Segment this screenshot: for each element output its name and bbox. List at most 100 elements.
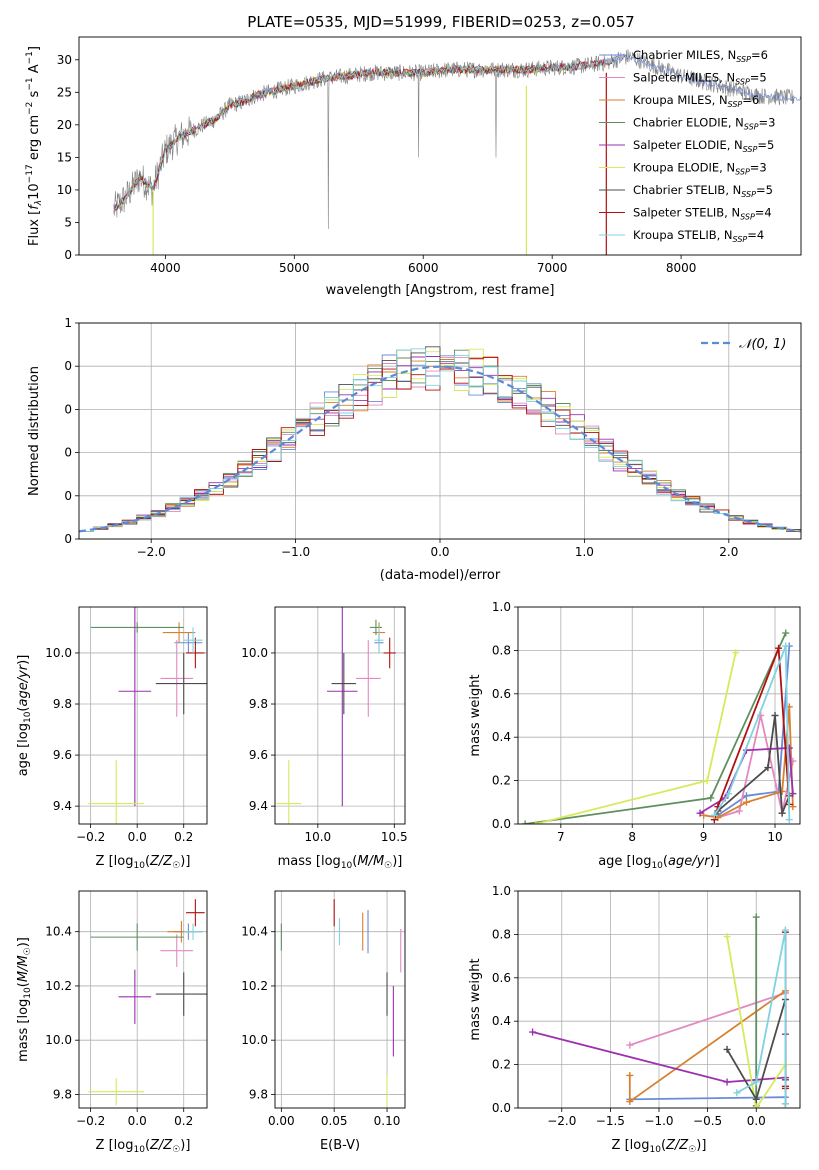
data-point: [327, 607, 358, 807]
x-tick-label: 1.0: [575, 545, 594, 559]
data-point: [183, 923, 203, 940]
axes-frame: [274, 606, 406, 825]
data-point: [383, 637, 396, 669]
weight-marker: [764, 764, 772, 772]
data-point: [118, 607, 152, 807]
y-tick-label: 10.4: [45, 925, 72, 939]
legend: Chabrier MILES, NSSP=6 Salpeter MILES, NS…: [599, 48, 775, 244]
weight-marker: [707, 794, 715, 802]
data-point: [276, 760, 301, 824]
weight-marker: [529, 1028, 537, 1036]
x-tick-label: 9: [700, 830, 708, 844]
weight-marker: [710, 811, 718, 819]
residual-histogram: [79, 357, 801, 539]
legend: 𝒩(0, 1): [701, 337, 786, 352]
legend-label: Chabrier STELIB, NSSP=5: [633, 183, 773, 199]
weight-marker: [782, 642, 790, 650]
data-point: [160, 934, 194, 967]
weight-series: [710, 642, 793, 824]
y-tick-label: 10: [57, 183, 72, 197]
data-point: [374, 627, 384, 653]
weight-marker: [626, 1071, 634, 1079]
plot-area: [88, 607, 207, 824]
weight-marker: [626, 1041, 634, 1049]
weight-series: [521, 629, 790, 824]
y-tick-label: 0.0: [492, 1101, 511, 1115]
axes-frame: [78, 890, 208, 1109]
weight-marker: [778, 809, 786, 817]
x-tick-label: −2.0: [137, 545, 166, 559]
y-tick-label: 9.8: [53, 1087, 72, 1101]
weight-line: [629, 1096, 786, 1101]
residual-histogram: [79, 348, 801, 539]
legend-label: Salpeter ELODIE, NSSP=5: [633, 138, 774, 154]
plot-area: [529, 913, 789, 1108]
weight-line: [736, 929, 787, 1104]
x-axis-label: E(B-V): [320, 1138, 360, 1153]
normal-curve: [79, 365, 801, 533]
y-tick-label: 0.6: [492, 687, 511, 701]
y-tick-label: 0.6: [492, 971, 511, 985]
legend-label: Salpeter STELIB, NSSP=4: [633, 206, 772, 222]
x-tick-label: 0.2: [174, 830, 193, 844]
x-axis-label: Z [log10(Z/Z☉)]: [96, 854, 191, 871]
panel-residuals: −2.0 −1.0 0.0 1.0 2.0 0 0 0 0 0 1 𝒩(0, 1) (data-mode…: [27, 316, 802, 583]
y-tick-label: 0.0: [492, 817, 511, 831]
y-tick-label: 0: [64, 489, 72, 503]
y-tick-label: 30: [57, 53, 72, 67]
axes-frame: [517, 890, 801, 1109]
y-axis-label: mass weight: [468, 958, 483, 1040]
y-tick-label: 9.8: [249, 1087, 268, 1101]
plot-area: [113, 49, 801, 255]
y-tick-label: 10.2: [241, 979, 268, 993]
x-axis-label: mass [log10(M/M☉)]: [278, 854, 403, 871]
y-tick-label: 9.8: [249, 697, 268, 711]
weight-series: [733, 926, 789, 1108]
x-tick-label: 0.05: [321, 1114, 348, 1128]
axes-frame: [78, 322, 802, 540]
weight-marker: [703, 777, 711, 785]
y-tick-label: 0.4: [492, 730, 511, 744]
y-tick-label: 10.2: [45, 979, 72, 993]
y-tick-label: 9.8: [53, 697, 72, 711]
x-tick-label: 6000: [408, 261, 439, 275]
data-point: [90, 622, 184, 633]
y-tick-label: 10.0: [241, 646, 268, 660]
weight-marker: [742, 798, 750, 806]
x-tick-label: 2.0: [719, 545, 738, 559]
data-point: [356, 640, 381, 717]
legend-label: Salpeter MILES, NSSP=5: [633, 71, 767, 87]
weight-marker: [752, 1104, 760, 1108]
x-tick-label: −0.5: [693, 1114, 722, 1128]
panel-mass_vs_Z: −0.2 0.0 0.2 9.8 10.0 10.2 10.4 Z [log10(Z/Z☉)]…: [16, 890, 208, 1155]
y-tick-label: 0.4: [492, 1014, 511, 1028]
weight-marker: [781, 1100, 789, 1108]
x-tick-label: 10: [767, 830, 782, 844]
weight-line: [726, 936, 787, 1108]
data-point: [186, 899, 205, 927]
plot-area: [79, 346, 801, 539]
weight-line: [629, 992, 786, 1046]
x-tick-label: 8: [628, 830, 636, 844]
data-point: [162, 622, 196, 643]
y-tick-label: 9.4: [53, 799, 72, 813]
weight-marker: [785, 816, 793, 824]
weight-marker: [752, 1078, 760, 1086]
data-point: [155, 652, 207, 715]
y-tick-label: 9.4: [249, 799, 268, 813]
y-tick-label: 5: [64, 215, 72, 229]
y-tick-label: 10.4: [241, 925, 268, 939]
legend-label: Kroupa ELODIE, NSSP=3: [633, 161, 767, 177]
x-tick-label: 4000: [150, 261, 181, 275]
y-axis-label: Normed distribution: [27, 366, 42, 496]
y-axis-label: Flux [fλ10−17 erg cm−2 s−1 A−1]: [25, 46, 44, 246]
y-axis-label: mass [log10(M/M☉)]: [16, 937, 33, 1062]
x-tick-label: 10.0: [304, 830, 331, 844]
x-tick-label: 0.0: [128, 1114, 147, 1128]
data-point: [160, 640, 194, 717]
plot-area: [280, 899, 402, 1108]
axes-frame: [274, 890, 406, 1109]
data-point: [186, 637, 205, 669]
panel-weight_vs_age: 7 8 9 10 0.0 0.2 0.4 0.6 0.8 1.0 age [log10(age/yr…: [468, 600, 801, 871]
